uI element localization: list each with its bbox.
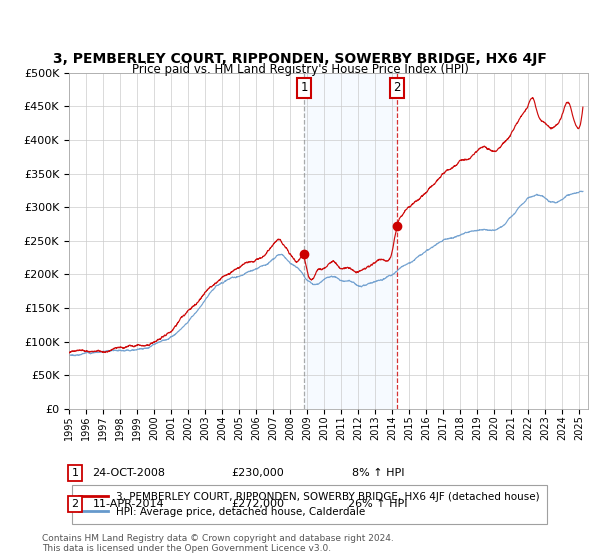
Text: 2: 2 bbox=[393, 81, 401, 94]
Legend: 3, PEMBERLEY COURT, RIPPONDEN, SOWERBY BRIDGE, HX6 4JF (detached house), HPI: Av: 3, PEMBERLEY COURT, RIPPONDEN, SOWERBY B… bbox=[71, 484, 547, 524]
Text: 1: 1 bbox=[71, 468, 79, 478]
Text: 26% ↑ HPI: 26% ↑ HPI bbox=[348, 499, 408, 509]
Text: 3, PEMBERLEY COURT, RIPPONDEN, SOWERBY BRIDGE, HX6 4JF: 3, PEMBERLEY COURT, RIPPONDEN, SOWERBY B… bbox=[53, 52, 547, 66]
Bar bbox=[304, 73, 397, 409]
Text: 11-APR-2014: 11-APR-2014 bbox=[93, 499, 165, 509]
Text: 1: 1 bbox=[301, 81, 308, 94]
Text: Contains HM Land Registry data © Crown copyright and database right 2024.
This d: Contains HM Land Registry data © Crown c… bbox=[42, 534, 394, 553]
Text: £272,000: £272,000 bbox=[232, 499, 284, 509]
Text: £230,000: £230,000 bbox=[232, 468, 284, 478]
Text: 8% ↑ HPI: 8% ↑ HPI bbox=[352, 468, 404, 478]
Text: 24-OCT-2008: 24-OCT-2008 bbox=[92, 468, 166, 478]
Text: 2: 2 bbox=[71, 499, 79, 509]
Text: Price paid vs. HM Land Registry's House Price Index (HPI): Price paid vs. HM Land Registry's House … bbox=[131, 63, 469, 77]
